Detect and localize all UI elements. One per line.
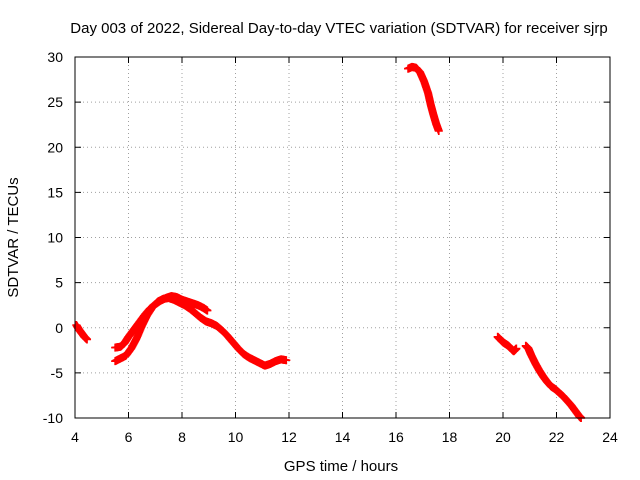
series-arc-5	[493, 332, 521, 356]
series-arc-6	[521, 341, 586, 422]
x-tick-label: 18	[442, 429, 458, 445]
y-tick-label: -10	[43, 410, 63, 426]
chart-title: Day 003 of 2022, Sidereal Day-to-day VTE…	[70, 20, 607, 37]
x-axis-label: GPS time / hours	[284, 458, 398, 475]
y-tick-label: 5	[55, 275, 63, 291]
x-tick-label: 14	[335, 429, 351, 445]
series-arc-3	[111, 292, 212, 352]
y-tick-label: 20	[47, 139, 63, 155]
series-arc-1	[72, 321, 92, 344]
data-points	[72, 62, 586, 422]
y-tick-label: 15	[47, 184, 63, 200]
x-tick-label: 4	[71, 429, 79, 445]
data-point	[83, 335, 92, 344]
plot-frame	[74, 56, 611, 419]
y-tick-label: 10	[47, 230, 63, 246]
series-arc-4	[404, 62, 443, 136]
y-tick-label: 0	[55, 320, 63, 336]
data-point	[434, 127, 443, 136]
x-tick-label: 8	[178, 429, 186, 445]
grid	[74, 56, 611, 419]
x-tick-label: 10	[228, 429, 244, 445]
y-tick-label: 30	[47, 49, 63, 65]
y-axis-label: SDTVAR / TECUs	[5, 177, 22, 297]
data-point	[512, 344, 521, 353]
y-tick-label: 25	[47, 94, 63, 110]
x-tick-label: 20	[495, 429, 511, 445]
tick-labels: 4 6 8 10 12 14 16 18 20 22 24 -10 -5 0 5 10 15 20 25 30	[43, 49, 618, 445]
x-tick-label: 12	[281, 429, 297, 445]
x-tick-label: 16	[388, 429, 404, 445]
x-tick-label: 24	[602, 429, 618, 445]
data-point	[282, 356, 291, 365]
data-point	[203, 306, 212, 315]
x-tick-label: 22	[549, 429, 565, 445]
x-tick-label: 6	[125, 429, 133, 445]
y-tick-label: -5	[51, 365, 64, 381]
